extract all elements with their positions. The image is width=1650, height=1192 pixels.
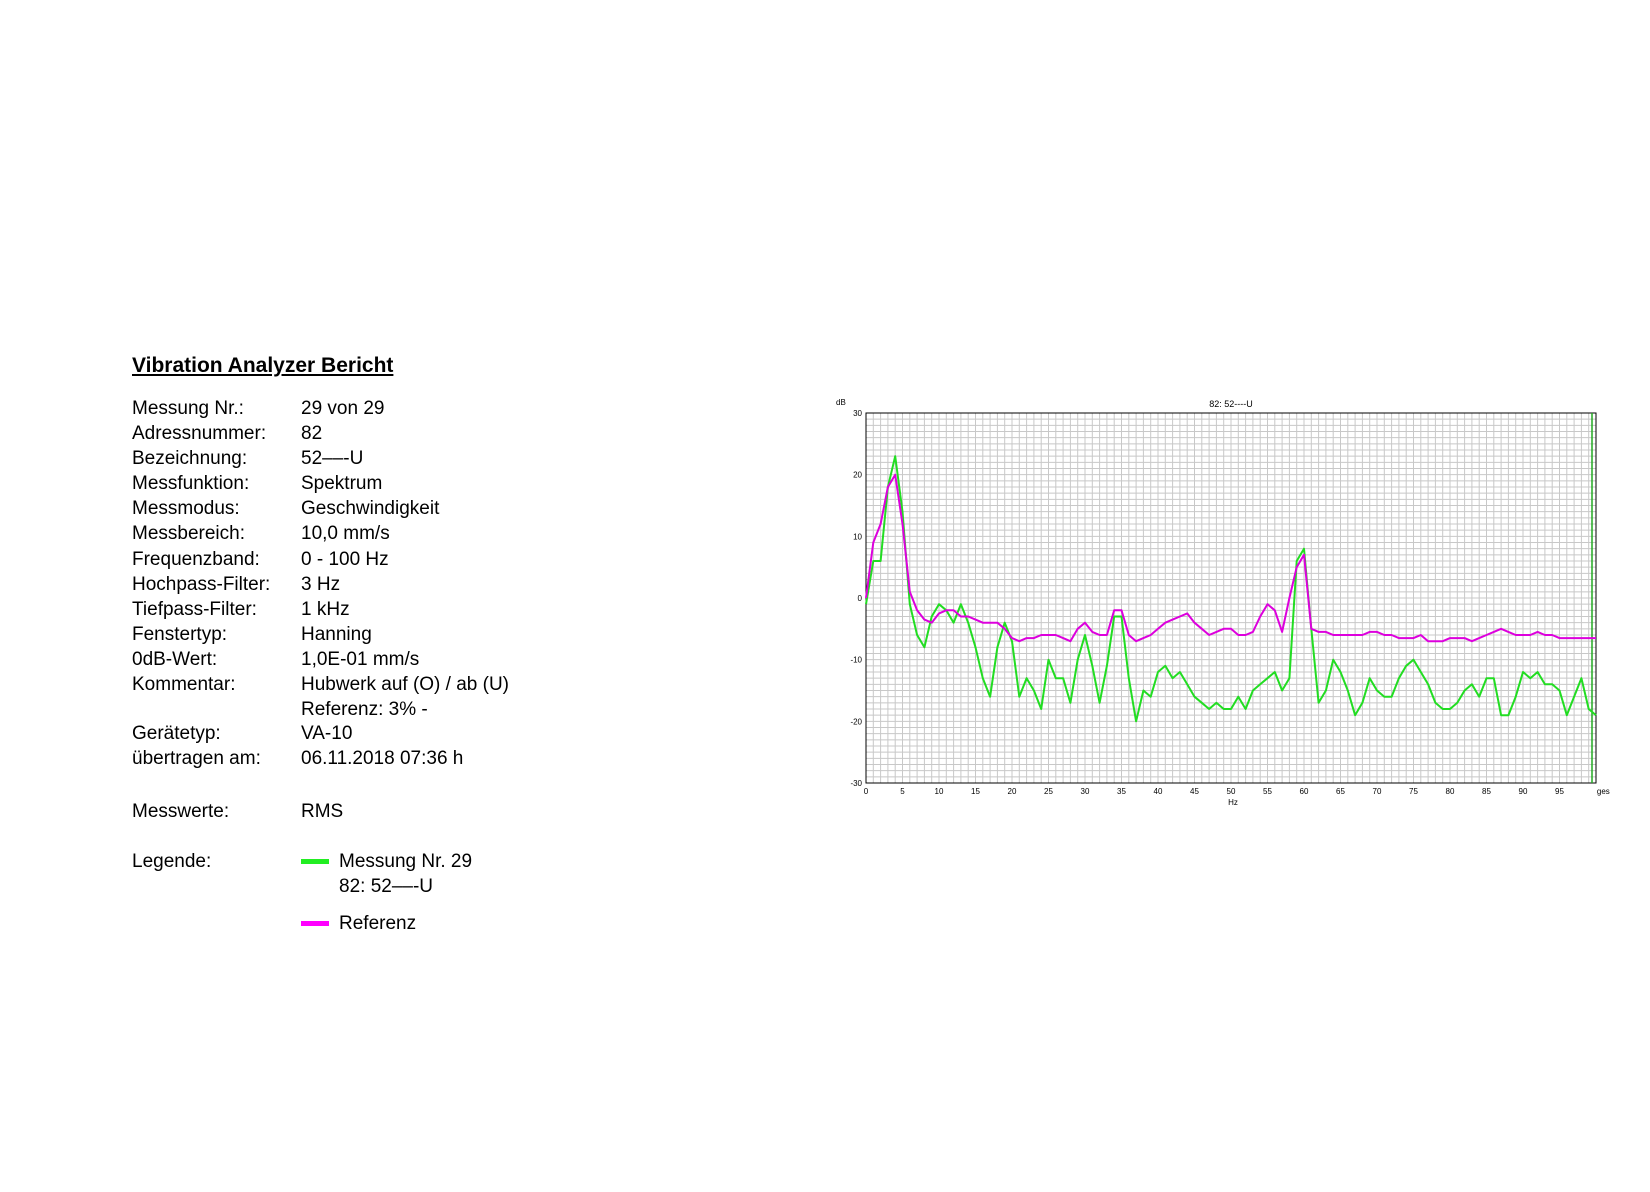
x-tick-label: 30 [1081,787,1090,796]
x-tick-label: 35 [1117,787,1126,796]
label-messwerte: Messwerte: [132,801,230,822]
value-messwerte: RMS [301,801,344,822]
y-tick-label: 10 [853,532,862,541]
label-messmodus: Messmodus: [132,498,240,519]
label-messung-nr: Messung Nr.: [132,398,244,419]
x-tick-label: 55 [1263,787,1272,796]
value-fenstertyp: Hanning [301,624,372,645]
x-tick-label: 75 [1409,787,1418,796]
legend-measurement-line2: 82: 52––-U [339,876,434,897]
y-tick-label: 20 [853,471,862,480]
series-line-reference [865,473,1596,643]
label-0db-wert: 0dB-Wert: [132,649,218,670]
label-fenstertyp: Fenstertyp: [132,624,228,645]
x-tick-label: 50 [1227,787,1236,796]
y-tick-label: -20 [850,717,862,726]
legend-swatch-measurement [301,859,329,864]
x-tick-label: 65 [1336,787,1345,796]
x-tick-label: 5 [900,787,905,796]
x-axis-label: Hz [1228,798,1238,805]
x-tick-label: 90 [1519,787,1528,796]
label-legende: Legende: [132,851,212,872]
value-referenz-comment: Referenz: 3% - [301,699,428,720]
label-geraetetyp: Gerätetyp: [132,723,221,744]
x-tick-label: 20 [1008,787,1017,796]
series-line-measurement [865,455,1597,723]
value-adressnummer: 82 [301,423,323,444]
value-frequenzband: 0 - 100 Hz [301,549,389,570]
value-0db-wert: 1,0E-01 mm/s [301,649,420,670]
label-tiefpass-filter: Tiefpass-Filter: [132,599,257,620]
y-tick-label: 0 [858,594,863,603]
label-kommentar: Kommentar: [132,674,236,695]
x-tick-label: 10 [935,787,944,796]
y-tick-label: 30 [853,409,862,418]
y-axis-label: dB [836,398,846,407]
x-tick-label: 85 [1482,787,1491,796]
legend-swatch-reference [301,921,329,926]
label-adressnummer: Adressnummer: [132,423,267,444]
y-tick-label: -30 [850,779,862,788]
x-tick-label: 40 [1154,787,1163,796]
y-tick-label: -10 [850,656,862,665]
value-messfunktion: Spektrum [301,473,383,494]
x-tick-label: 0 [864,787,869,796]
report-title: Vibration Analyzer Bericht [132,354,394,377]
label-messbereich: Messbereich: [132,523,245,544]
x-tick-label: 60 [1300,787,1309,796]
value-tiefpass-filter: 1 kHz [301,599,350,620]
value-geraetetyp: VA-10 [301,723,353,744]
chart-grid [865,412,1597,784]
value-hochpass-filter: 3 Hz [301,574,341,595]
x-tick-label: 80 [1446,787,1455,796]
value-messmodus: Geschwindigkeit [301,498,440,519]
x-tick-label: 95 [1555,787,1564,796]
legend-reference-text: Referenz [339,913,417,934]
x-tick-label: 25 [1044,787,1053,796]
legend-measurement-line1: Messung Nr. 29 [339,851,473,872]
x-tick-label-gesamt: gesamt [1597,787,1610,796]
label-messfunktion: Messfunktion: [132,473,250,494]
label-hochpass-filter: Hochpass-Filter: [132,574,271,595]
value-messung-nr: 29 von 29 [301,398,385,419]
label-bezeichnung: Bezeichnung: [132,448,248,469]
value-messbereich: 10,0 mm/s [301,523,390,544]
value-uebertragen-am: 06.11.2018 07:36 h [301,748,464,769]
x-tick-label: 15 [971,787,980,796]
label-uebertragen-am: übertragen am: [132,748,261,769]
label-frequenzband: Frequenzband: [132,549,260,570]
x-tick-label: 45 [1190,787,1199,796]
x-tick-label: 70 [1373,787,1382,796]
chart-title: 82: 52----U [1209,399,1253,409]
value-bezeichnung: 52––-U [301,448,364,469]
value-kommentar: Hubwerk auf (O) / ab (U) [301,674,509,695]
